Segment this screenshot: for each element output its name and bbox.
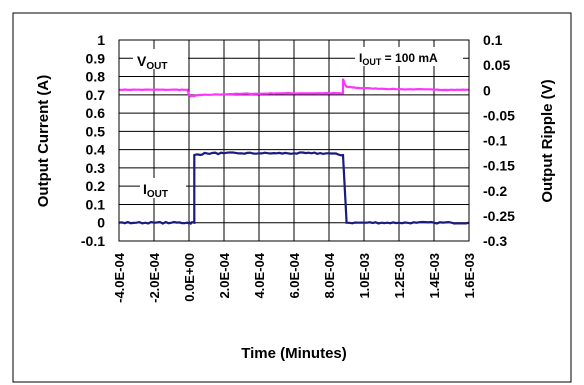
x-tick-label: -2.0E-04 <box>147 252 162 303</box>
right-axis-ticks: -0.3 -0.25 -0.2 -0.15 -0.1 -0.05 0 0.05 0.1 <box>483 32 515 249</box>
y-right-tick-label: -0.05 <box>483 107 515 123</box>
y-right-tick-label: 0.1 <box>483 32 503 48</box>
y-right-tick-label: -0.2 <box>483 183 507 199</box>
condition-label-value: = 100 mA <box>381 51 438 65</box>
series-lines <box>118 78 470 225</box>
figure-border <box>12 12 572 383</box>
y-left-axis-label: Output Current (A) <box>35 75 52 207</box>
plot-area <box>118 39 470 242</box>
iout-label-main: I <box>143 181 147 197</box>
iout-label-sub: OUT <box>147 189 168 200</box>
y-left-tick-label: 0.6 <box>86 105 106 121</box>
y-right-axis-label: Output Ripple (V) <box>539 79 556 202</box>
x-tick-label: 2.0E-04 <box>217 252 232 298</box>
y-left-tick-label: 0 <box>97 215 105 231</box>
y-left-tick-label: 1 <box>97 32 105 48</box>
svg-text:IOUT: IOUT <box>143 181 168 200</box>
x-axis-ticks: -4.0E-04 -2.0E-04 0.0E+00 2.0E-04 4.0E-04 6.0… <box>112 252 477 303</box>
x-tick-label: 6.0E-04 <box>287 252 302 298</box>
y-right-tick-label: 0.05 <box>483 57 510 73</box>
y-left-tick-label: 0.4 <box>86 142 106 158</box>
x-tick-label: 8.0E-04 <box>322 252 337 298</box>
series-line-vout <box>118 78 470 98</box>
y-left-tick-label: 0.3 <box>86 160 106 176</box>
y-left-tick-label: 0.2 <box>86 178 106 194</box>
x-axis-label: Time (Minutes) <box>241 345 347 362</box>
iout-annotation: IOUT <box>140 178 186 200</box>
series-line-iout <box>118 151 470 225</box>
iout-condition-annotation: IOUT = 100 mA <box>355 47 463 67</box>
y-left-tick-label: 0.1 <box>86 196 106 212</box>
y-right-tick-label: -0.25 <box>483 208 515 224</box>
left-axis-ticks: -0.1 0 0.1 0.2 0.3 0.4 0.5 0.6 0.7 0.8 0.9 1 <box>81 32 105 249</box>
x-tick-label: 1.4E-03 <box>427 253 442 299</box>
y-left-tick-label: 0.9 <box>86 50 106 66</box>
svg-text:IOUT = 100 mA: IOUT = 100 mA <box>359 51 438 67</box>
x-tick-label: 1.0E-03 <box>357 253 372 299</box>
vout-label-main: V <box>137 53 147 69</box>
condition-label-sub: OUT <box>362 57 382 67</box>
x-tick-label: -4.0E-04 <box>112 252 127 303</box>
condition-label-main: I <box>359 51 362 65</box>
y-left-tick-label: -0.1 <box>81 233 105 249</box>
y-right-tick-label: -0.1 <box>483 133 507 149</box>
y-right-tick-label: -0.3 <box>483 233 507 249</box>
vout-label-sub: OUT <box>146 61 167 72</box>
y-left-tick-label: 0.5 <box>86 123 106 139</box>
x-tick-label: 1.6E-03 <box>462 253 477 299</box>
svg-text:VOUT: VOUT <box>137 53 167 72</box>
x-tick-label: 0.0E+00 <box>182 253 197 302</box>
vout-annotation: VOUT <box>133 49 188 72</box>
y-right-tick-label: -0.15 <box>483 158 515 174</box>
y-left-tick-label: 0.7 <box>86 87 106 103</box>
x-tick-label: 4.0E-04 <box>252 252 267 298</box>
y-left-tick-label: 0.8 <box>86 69 106 85</box>
x-tick-label: 1.2E-03 <box>392 253 407 299</box>
y-right-tick-label: 0 <box>483 82 491 98</box>
